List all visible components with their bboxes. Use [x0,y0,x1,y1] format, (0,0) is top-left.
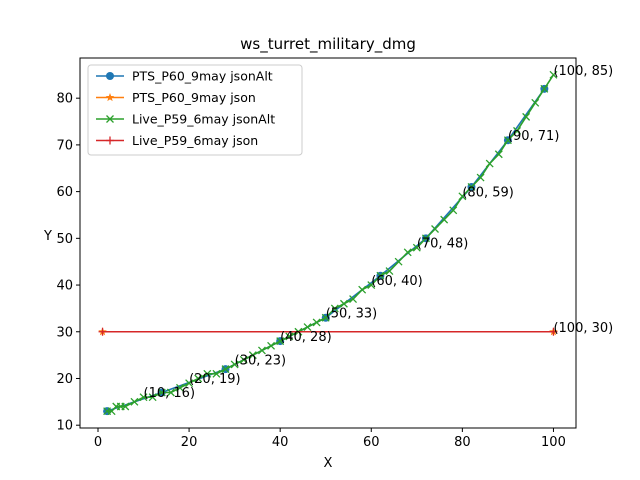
point-annotation: (100, 30) [553,321,613,336]
data-point [194,374,203,383]
x-tick-label: 40 [272,435,289,450]
data-point [176,383,184,392]
legend: PTS_P60_9may jsonAlt PTS_P60_9may json Liv… [87,64,303,156]
x-tick-label: 20 [181,435,198,450]
point-annotation: (90, 71) [508,129,560,144]
data-point [166,388,175,397]
data-point [98,327,107,336]
data-point [248,351,257,360]
y-tick-label: 40 [56,279,73,294]
legend-label: PTS_P60_9may json [132,90,256,105]
legend-marker [106,136,114,145]
data-point [513,126,521,135]
legend-item: Live_P59_6may json [96,133,258,148]
data-point [367,281,376,290]
point-annotation: (50, 33) [326,307,378,322]
x-tick-label: 60 [363,435,380,450]
point-annotation: (40, 28) [280,330,332,345]
data-point [312,318,321,327]
data-point [494,150,503,159]
data-point [257,346,266,355]
legend-marker [105,93,115,102]
x-tick-label: 100 [541,435,566,450]
y-tick-label: 70 [56,138,73,153]
data-point [522,112,531,121]
data-point [157,388,166,397]
data-point [358,285,367,294]
data-point [431,225,439,233]
data-point [212,369,221,378]
point-annotation: (70, 48) [417,237,469,252]
data-point [376,271,385,280]
point-annotation: (30, 23) [235,353,287,368]
data-point [221,365,230,374]
y-tick-label: 30 [56,325,73,340]
legend-marker [106,72,114,80]
data-point [549,327,558,336]
data-point [321,313,330,322]
data-point [330,304,339,313]
legend-item: PTS_P60_9may jsonAlt [96,69,273,84]
legend-marker [106,115,114,123]
data-point [349,295,358,304]
data-point [549,70,558,79]
data-point [185,379,194,388]
x-tick-label: 80 [454,435,471,450]
chart-title: ws_turret_military_dmg [240,35,416,54]
plot-frame [79,57,577,429]
data-point [476,173,485,182]
data-point [449,206,458,215]
data-point [267,341,276,350]
data-point [485,159,494,168]
data-point [421,234,430,243]
point-annotation: (20, 19) [189,372,241,387]
data-point [540,84,549,93]
legend-label: Live_P59_6may json [132,133,258,148]
legend-label: PTS_P60_9may jsonAlt [132,69,273,84]
point-annotation: (80, 59) [462,185,514,200]
data-point [139,393,148,402]
data-point [303,323,312,332]
data-point [203,369,212,378]
legend-label: Live_P59_6may jsonAlt [132,112,275,127]
data-point [394,257,403,266]
point-annotation: (10, 16) [144,386,196,401]
y-tick-label: 60 [56,185,73,200]
data-point [467,182,476,191]
legend-box [87,64,303,156]
data-point [503,136,512,145]
legend-item: PTS_P60_9may json [96,90,256,105]
data-point [230,360,239,369]
y-tick-label: 10 [56,419,73,434]
data-point [385,267,394,275]
annotations: (10, 16)(20, 19) (30, 23) (40, 28) (50, 33)… [144,64,614,401]
data-point [285,332,294,341]
y-tick-label: 20 [56,372,73,387]
data-point [458,192,467,201]
x-tick-label: 0 [94,435,102,450]
data-point [148,393,157,402]
data-point [403,248,412,257]
point-annotation: (60, 40) [371,274,423,289]
data-point [412,243,421,252]
data-point [440,215,449,224]
legend-item: Live_P59_6may jsonAlt [96,112,275,127]
data-point [130,397,139,406]
data-point [276,337,285,346]
axis-ticks: 0 20 40 60 80 100 10 20 30 40 50 60 70 80 [56,92,565,450]
y-tick-label: 80 [56,92,73,107]
series-3 [103,70,558,416]
y-tick-label: 50 [56,232,73,247]
data-point [121,402,130,411]
series-line [107,74,555,412]
data-point [239,355,248,364]
point-annotation: (100, 85) [553,64,613,79]
data-point [339,299,348,308]
data-point [531,98,540,107]
x-axis-label: X [324,456,333,471]
y-axis-label: Y [43,229,52,244]
series-layer [98,70,558,416]
series-4 [98,327,558,336]
